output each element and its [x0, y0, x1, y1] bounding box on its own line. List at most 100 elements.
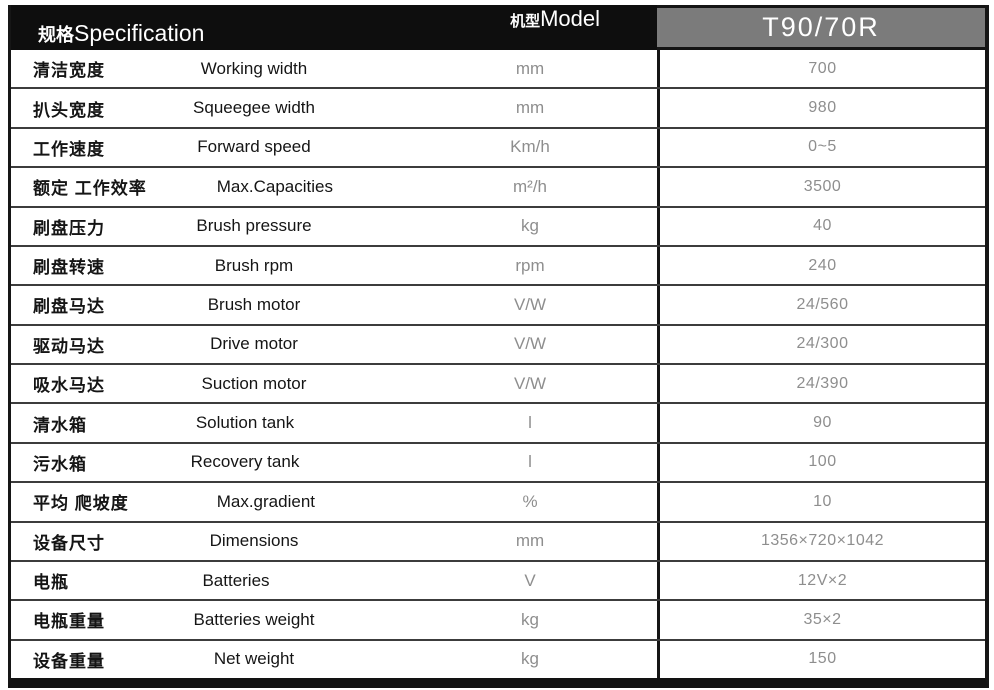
row-label-en: Brush rpm [214, 255, 294, 275]
row-label-en: Drive motor [210, 334, 298, 354]
model-label-en: Model [540, 6, 600, 31]
row-label-en: Max.Capacities [216, 176, 333, 196]
row-label-cn: 刷盘转速 [33, 258, 105, 278]
row-value: 240 [657, 246, 985, 285]
row-value: 3500 [657, 168, 985, 206]
row-label-cell: 电瓶 Batteries [11, 562, 403, 599]
row-label-cell: 吸水马达 Suction motor [11, 365, 403, 402]
spec-label-cn: 规格 [38, 25, 74, 45]
table-row: 吸水马达 Suction motor V/W 24/390 [11, 363, 985, 403]
row-value: 90 [657, 404, 985, 442]
row-label-en: Dimensions [209, 531, 299, 551]
model-value-cell: T90/70R [657, 5, 985, 50]
table-row: 刷盘转速 Brush rpm rpm 240 [11, 244, 985, 285]
table-row: 扒头宽度 Squeegee width mm 980 [11, 87, 985, 127]
row-unit: l [528, 452, 532, 472]
table-row: 清水箱 Solution tank l 90 [11, 402, 985, 442]
row-label-cell: 清洁宽度 Working width [11, 50, 403, 87]
row-unit: mm [515, 98, 545, 118]
row-label-en: Forward speed [197, 137, 311, 157]
row-label-cn: 工作速度 [33, 139, 105, 159]
row-label-cell: 电瓶重量 Batteries weight [11, 601, 403, 638]
row-label-cn: 吸水马达 [33, 376, 105, 396]
row-value: 24/560 [657, 286, 985, 324]
row-label-cn: 扒头宽度 [33, 100, 105, 120]
row-label-en: Batteries [202, 570, 270, 590]
row-label-cell: 设备尺寸 Dimensions [11, 523, 403, 560]
row-unit: kg [521, 216, 539, 236]
row-label-cell: 设备重量 Net weight [11, 641, 403, 678]
table-header-row: 机型Model 规格Specification T90/70R [11, 5, 985, 50]
row-unit: rpm [515, 255, 545, 275]
table-row: 设备尺寸 Dimensions mm 1356×720×1042 [11, 520, 985, 560]
row-label-cn: 清水箱 [33, 415, 87, 435]
table-row: 额定 工作效率 Max.Capacities m²/h 3500 [11, 166, 985, 206]
spec-column-label: 规格Specification [38, 20, 204, 47]
row-label-cell: 刷盘转速 Brush rpm [11, 247, 403, 284]
row-value: 980 [657, 89, 985, 127]
row-unit: V/W [513, 334, 547, 354]
row-value: 24/390 [657, 365, 985, 403]
row-label-cell: 扒头宽度 Squeegee width [11, 89, 403, 126]
row-label-en: Max.gradient [216, 491, 315, 511]
row-unit: V [524, 570, 536, 590]
table-row: 电瓶重量 Batteries weight kg 35×2 [11, 599, 985, 639]
row-label-en: Suction motor [201, 373, 307, 393]
row-label-cn: 平均 爬坡度 [33, 494, 129, 514]
row-value: 10 [657, 483, 985, 521]
row-label-cn: 刷盘马达 [33, 297, 105, 317]
table-row: 刷盘压力 Brush pressure kg 40 [11, 205, 985, 245]
row-label-cell: 驱动马达 Drive motor [11, 326, 403, 363]
row-label-en: Working width [200, 58, 308, 78]
table-row: 刷盘马达 Brush motor V/W 24/560 [11, 284, 985, 324]
row-label-en: Solution tank [195, 413, 295, 433]
row-label-en: Brush pressure [196, 216, 312, 236]
row-label-cn: 电瓶 [33, 573, 69, 593]
row-unit: Km/h [510, 137, 550, 157]
row-label-en: Net weight [213, 649, 295, 669]
row-label-cell: 额定 工作效率 Max.Capacities [11, 168, 403, 205]
row-label-cn: 污水箱 [33, 454, 87, 474]
row-label-cn: 刷盘压力 [33, 218, 105, 238]
row-value: 24/300 [657, 325, 985, 363]
table-row: 驱动马达 Drive motor V/W 24/300 [11, 323, 985, 363]
row-label-cn: 设备重量 [33, 651, 105, 671]
row-label-cell: 平均 爬坡度 Max.gradient [11, 483, 403, 520]
row-unit: kg [521, 609, 539, 629]
row-unit: l [528, 413, 532, 433]
spec-label-en: Specification [74, 20, 205, 46]
row-value: 700 [657, 50, 985, 88]
table-row: 平均 爬坡度 Max.gradient % 10 [11, 481, 985, 521]
row-value: 100 [657, 443, 985, 482]
table-row: 清洁宽度 Working width mm 700 [11, 50, 985, 88]
spec-table: 机型Model 规格Specification T90/70R 清洁宽度 Wor… [8, 5, 989, 688]
spec-table-body: 清洁宽度 Working width mm 700 扒头宽度 Squeegee … [11, 50, 985, 678]
row-label-cell: 工作速度 Forward speed [11, 129, 403, 166]
row-label-cn: 驱动马达 [33, 336, 105, 356]
row-unit: % [522, 491, 538, 511]
row-value: 1356×720×1042 [657, 522, 985, 560]
row-label-cn: 设备尺寸 [33, 533, 105, 553]
row-value: 0~5 [657, 128, 985, 167]
row-label-en: Squeegee width [193, 98, 315, 118]
row-label-cn: 电瓶重量 [33, 612, 105, 632]
model-label-cn: 机型 [510, 13, 541, 30]
row-unit: m²/h [513, 176, 547, 196]
table-row: 电瓶 Batteries V 12V×2 [11, 559, 985, 600]
row-value: 12V×2 [657, 561, 985, 600]
spec-model-header-cell: 机型Model 规格Specification [11, 5, 657, 50]
table-row: 设备重量 Net weight kg 150 [11, 638, 985, 678]
row-unit: mm [515, 58, 545, 78]
row-label-cell: 清水箱 Solution tank [11, 404, 403, 441]
model-column-label: 机型Model [510, 6, 600, 32]
row-label-cn: 清洁宽度 [33, 61, 105, 81]
row-label-cn: 额定 工作效率 [33, 179, 147, 199]
row-unit: kg [521, 649, 539, 669]
row-label-en: Recovery tank [190, 452, 300, 472]
table-row: 污水箱 Recovery tank l 100 [11, 441, 985, 482]
row-label-cell: 刷盘压力 Brush pressure [11, 208, 403, 245]
row-value: 35×2 [657, 601, 985, 639]
row-unit: V/W [513, 294, 547, 314]
row-value: 40 [657, 207, 985, 245]
